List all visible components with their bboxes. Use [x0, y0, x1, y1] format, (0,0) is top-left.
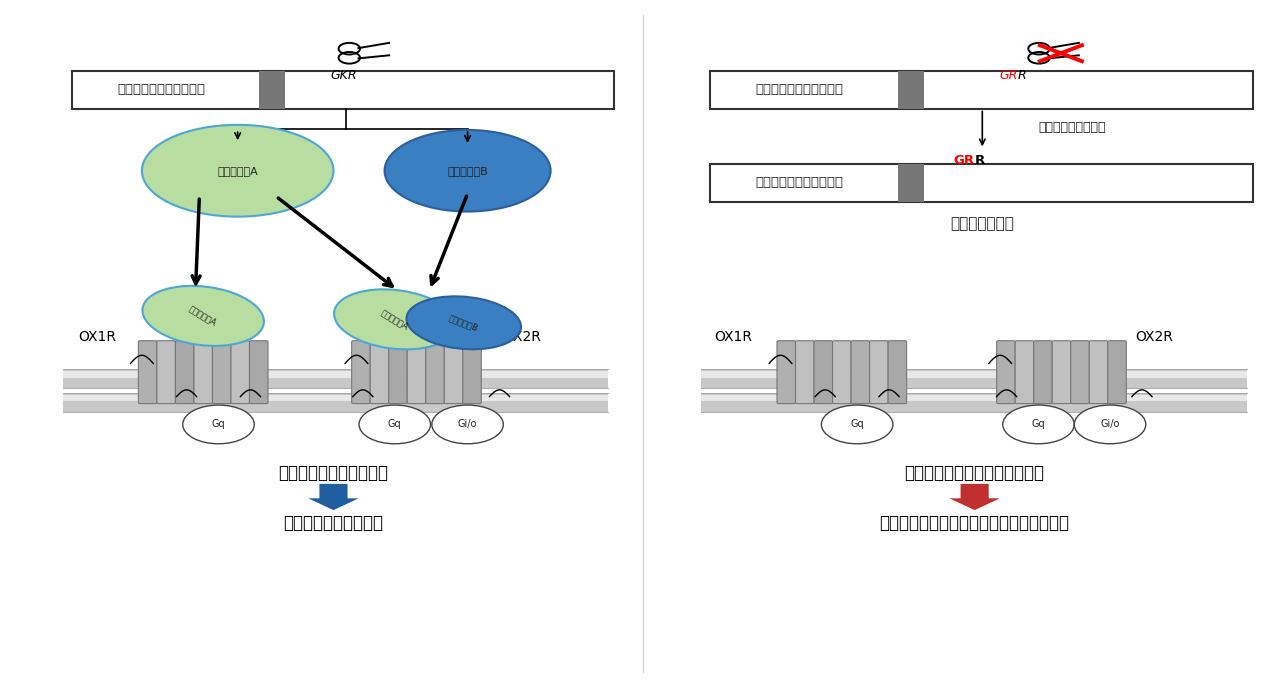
Text: GR: GR	[954, 154, 974, 167]
Bar	[897, 71, 924, 108]
Text: 薬理活性の低下: 薬理活性の低下	[950, 217, 1014, 232]
Text: Gi/o: Gi/o	[458, 419, 477, 430]
Bar	[701, 393, 1247, 412]
Text: OX2R: OX2R	[1135, 330, 1174, 344]
FancyArrow shape	[308, 484, 358, 510]
FancyBboxPatch shape	[1071, 341, 1089, 404]
Bar	[72, 71, 614, 108]
FancyBboxPatch shape	[230, 341, 250, 404]
FancyBboxPatch shape	[463, 341, 481, 404]
Text: OX1R: OX1R	[78, 330, 116, 344]
Text: 変異体オレキシン前駆体: 変異体オレキシン前駆体	[755, 83, 844, 96]
FancyBboxPatch shape	[444, 341, 463, 404]
Text: オレキシンA: オレキシンA	[379, 307, 410, 331]
FancyBboxPatch shape	[1052, 341, 1071, 404]
Bar	[63, 395, 608, 401]
Text: GR: GR	[1000, 69, 1018, 82]
Text: GKR: GKR	[330, 69, 357, 82]
FancyBboxPatch shape	[1015, 341, 1034, 404]
FancyBboxPatch shape	[832, 341, 851, 404]
Bar	[63, 393, 608, 412]
FancyBboxPatch shape	[869, 341, 888, 404]
Circle shape	[822, 405, 893, 443]
Bar	[710, 71, 1253, 108]
Circle shape	[1002, 405, 1074, 443]
Text: 野生型オレキシン前駆体: 野生型オレキシン前駆体	[118, 83, 205, 96]
Text: オレキシンA: オレキシンA	[188, 304, 219, 328]
Bar	[701, 369, 1247, 389]
Text: Gq: Gq	[211, 419, 225, 430]
Text: OX2R: OX2R	[503, 330, 541, 344]
Circle shape	[1074, 405, 1146, 443]
Bar	[710, 164, 1253, 202]
FancyBboxPatch shape	[426, 341, 444, 404]
FancyBboxPatch shape	[370, 341, 389, 404]
Text: オレキシンシグナリング: オレキシンシグナリング	[279, 464, 388, 482]
Text: R: R	[974, 154, 984, 167]
Text: 適切に切断されない: 適切に切断されない	[1038, 121, 1106, 134]
Ellipse shape	[334, 289, 456, 349]
FancyBboxPatch shape	[814, 341, 832, 404]
FancyBboxPatch shape	[195, 341, 212, 404]
FancyBboxPatch shape	[407, 341, 426, 404]
FancyBboxPatch shape	[1089, 341, 1107, 404]
FancyBboxPatch shape	[795, 341, 814, 404]
FancyBboxPatch shape	[1107, 341, 1126, 404]
FancyBboxPatch shape	[212, 341, 230, 404]
Text: 変異体オレキシン前駆体: 変異体オレキシン前駆体	[755, 176, 844, 189]
FancyBboxPatch shape	[250, 341, 268, 404]
Ellipse shape	[407, 296, 521, 349]
Text: Gq: Gq	[850, 419, 864, 430]
FancyBboxPatch shape	[851, 341, 869, 404]
Text: オレキシンA: オレキシンA	[218, 166, 259, 176]
Text: 適切な睡眠・覚醒制御: 適切な睡眠・覚醒制御	[283, 514, 384, 532]
Bar	[701, 395, 1247, 401]
Bar	[897, 164, 924, 202]
Ellipse shape	[142, 125, 334, 217]
Bar	[63, 369, 608, 389]
Text: Gq: Gq	[388, 419, 402, 430]
FancyBboxPatch shape	[1034, 341, 1052, 404]
Text: Gq: Gq	[1032, 419, 1046, 430]
FancyBboxPatch shape	[389, 341, 407, 404]
Ellipse shape	[142, 286, 264, 346]
Text: OX1R: OX1R	[714, 330, 753, 344]
Bar	[63, 371, 608, 378]
FancyBboxPatch shape	[777, 341, 795, 404]
FancyBboxPatch shape	[352, 341, 370, 404]
FancyBboxPatch shape	[997, 341, 1015, 404]
FancyBboxPatch shape	[175, 341, 195, 404]
Text: 日中の眠気を引き起こす（特発性過眠症）: 日中の眠気を引き起こす（特発性過眠症）	[879, 514, 1070, 532]
Circle shape	[358, 405, 430, 443]
Text: オレキシンB: オレキシンB	[447, 166, 488, 176]
Text: オレキシンB: オレキシンB	[448, 313, 480, 332]
FancyBboxPatch shape	[138, 341, 157, 404]
FancyBboxPatch shape	[888, 341, 906, 404]
Circle shape	[431, 405, 503, 443]
FancyBboxPatch shape	[157, 341, 175, 404]
Text: オレキシンシグナリングの異常: オレキシンシグナリングの異常	[905, 464, 1044, 482]
Text: R: R	[1018, 69, 1027, 82]
Text: Gi/o: Gi/o	[1101, 419, 1120, 430]
FancyArrow shape	[950, 484, 1000, 510]
Circle shape	[183, 405, 255, 443]
Bar	[259, 71, 285, 108]
Bar	[701, 371, 1247, 378]
Ellipse shape	[384, 130, 550, 212]
